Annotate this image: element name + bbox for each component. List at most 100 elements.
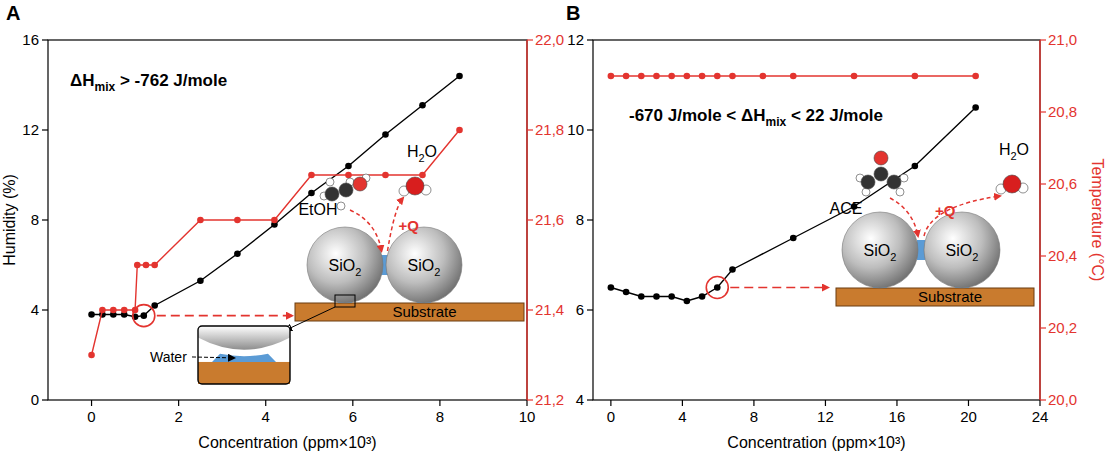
y2-tick xyxy=(1040,399,1046,400)
product-label-main: H xyxy=(999,141,1011,158)
y2-tick xyxy=(1040,39,1046,40)
series-line xyxy=(611,108,976,302)
y-tick-label: 8 xyxy=(31,211,39,228)
x-tick xyxy=(825,400,826,406)
series-point xyxy=(151,262,158,269)
data-group xyxy=(608,73,979,305)
x-tick-label: 20 xyxy=(960,408,977,425)
atom xyxy=(874,167,888,181)
y2-tick-label: 20,4 xyxy=(1048,247,1077,264)
series-point xyxy=(972,73,979,80)
series-point xyxy=(684,73,691,80)
particle-label-sub: 2 xyxy=(434,266,440,278)
substrate xyxy=(295,303,524,321)
adsorption-arrow xyxy=(350,210,382,251)
x-tick xyxy=(352,400,353,406)
y2-tick-label: 21,2 xyxy=(535,391,564,408)
silica-particle xyxy=(924,212,1000,288)
particle-label-main: SiO xyxy=(946,242,973,259)
atom xyxy=(896,188,904,196)
x-tick-label: 6 xyxy=(349,408,357,425)
y-tick-label: 12 xyxy=(22,121,39,138)
series-point xyxy=(699,73,706,80)
y2-tick-label: 20,8 xyxy=(1048,103,1077,120)
x-tick xyxy=(178,400,179,406)
x-axis-title: Concentration (ppm×10³) xyxy=(727,434,905,451)
series-point xyxy=(234,217,241,224)
y-tick xyxy=(587,219,593,220)
series-point xyxy=(197,277,204,284)
x-tick-label: 16 xyxy=(889,408,906,425)
y-tick xyxy=(42,219,48,220)
product-label: H2O xyxy=(999,141,1029,162)
y2-tick xyxy=(527,39,533,40)
series-point xyxy=(121,307,128,314)
heat-label: +Q xyxy=(935,202,956,219)
y-tick xyxy=(42,399,48,400)
series-point xyxy=(668,293,675,300)
y2-tick-label: 20,6 xyxy=(1048,175,1077,192)
highlight-arrow xyxy=(730,287,828,289)
particle-label-main: SiO xyxy=(408,257,435,274)
product-label-rest: O xyxy=(1017,141,1029,158)
enthalpy-label-sub: mix xyxy=(95,80,116,94)
series-point xyxy=(608,284,615,291)
x-tick-label: 4 xyxy=(678,408,686,425)
panel-letter: B xyxy=(566,2,580,24)
x-tick xyxy=(1039,400,1040,406)
particle-label: SiO2 xyxy=(864,242,897,263)
enthalpy-label-rest: < 22 J/mole xyxy=(786,106,883,125)
y-tick xyxy=(42,129,48,130)
atom xyxy=(1003,175,1021,193)
atom xyxy=(887,175,901,189)
x-tick-label: 24 xyxy=(1032,408,1049,425)
series-point xyxy=(714,73,721,80)
series-point xyxy=(345,163,352,170)
particle-label: SiO2 xyxy=(329,257,362,278)
adsorption-arrow xyxy=(890,198,918,236)
panel: 04812162024468101220,020,220,420,620,821… xyxy=(566,2,1106,451)
atom xyxy=(874,151,888,165)
zoom-sphere xyxy=(198,326,290,350)
y2-tick xyxy=(527,219,533,220)
silica-particle xyxy=(842,212,918,288)
y-tick xyxy=(587,399,593,400)
enthalpy-label: -670 J/mole < ΔHmix < 22 J/mole xyxy=(629,106,883,129)
highlight-circle xyxy=(706,277,728,299)
silica-particle xyxy=(307,227,383,303)
figure: 0246810048121621,221,421,621,822,0Concen… xyxy=(0,0,1114,465)
enthalpy-label-main: ΔH xyxy=(70,71,95,90)
y2-tick-label: 21,6 xyxy=(535,211,564,228)
series-point xyxy=(790,73,797,80)
series-point xyxy=(382,131,389,138)
y-tick-label: 8 xyxy=(576,211,584,228)
panel: 0246810048121621,221,421,621,822,0Concen… xyxy=(1,2,564,451)
y2-tick xyxy=(1040,183,1046,184)
enthalpy-label: ΔHmix > -762 J/mole xyxy=(70,71,227,94)
x-tick-label: 12 xyxy=(817,408,834,425)
y-tick xyxy=(587,129,593,130)
atom xyxy=(861,175,875,189)
x-tick-label: 10 xyxy=(519,408,536,425)
y-tick xyxy=(587,309,593,310)
particle-label: SiO2 xyxy=(946,242,979,263)
atom xyxy=(353,177,367,191)
y-tick xyxy=(42,309,48,310)
series-point xyxy=(419,102,426,109)
x-tick-label: 4 xyxy=(262,408,270,425)
zoom-source xyxy=(335,295,355,307)
product-label-rest: O xyxy=(425,143,437,160)
particle-label-sub: 2 xyxy=(972,251,978,263)
atom xyxy=(326,178,334,186)
series-point xyxy=(972,104,979,111)
enthalpy-label-rest: > -762 J/mole xyxy=(115,71,227,90)
molecule-label: ACE xyxy=(830,200,863,217)
atom xyxy=(337,202,345,210)
series-point xyxy=(99,307,106,314)
series-point xyxy=(714,284,721,291)
series-point xyxy=(143,262,150,269)
substrate-label: Substrate xyxy=(918,288,982,305)
enthalpy-label-main: -670 J/mole < ΔH xyxy=(629,106,765,125)
particle-label-sub: 2 xyxy=(890,251,896,263)
series-point xyxy=(638,73,645,80)
